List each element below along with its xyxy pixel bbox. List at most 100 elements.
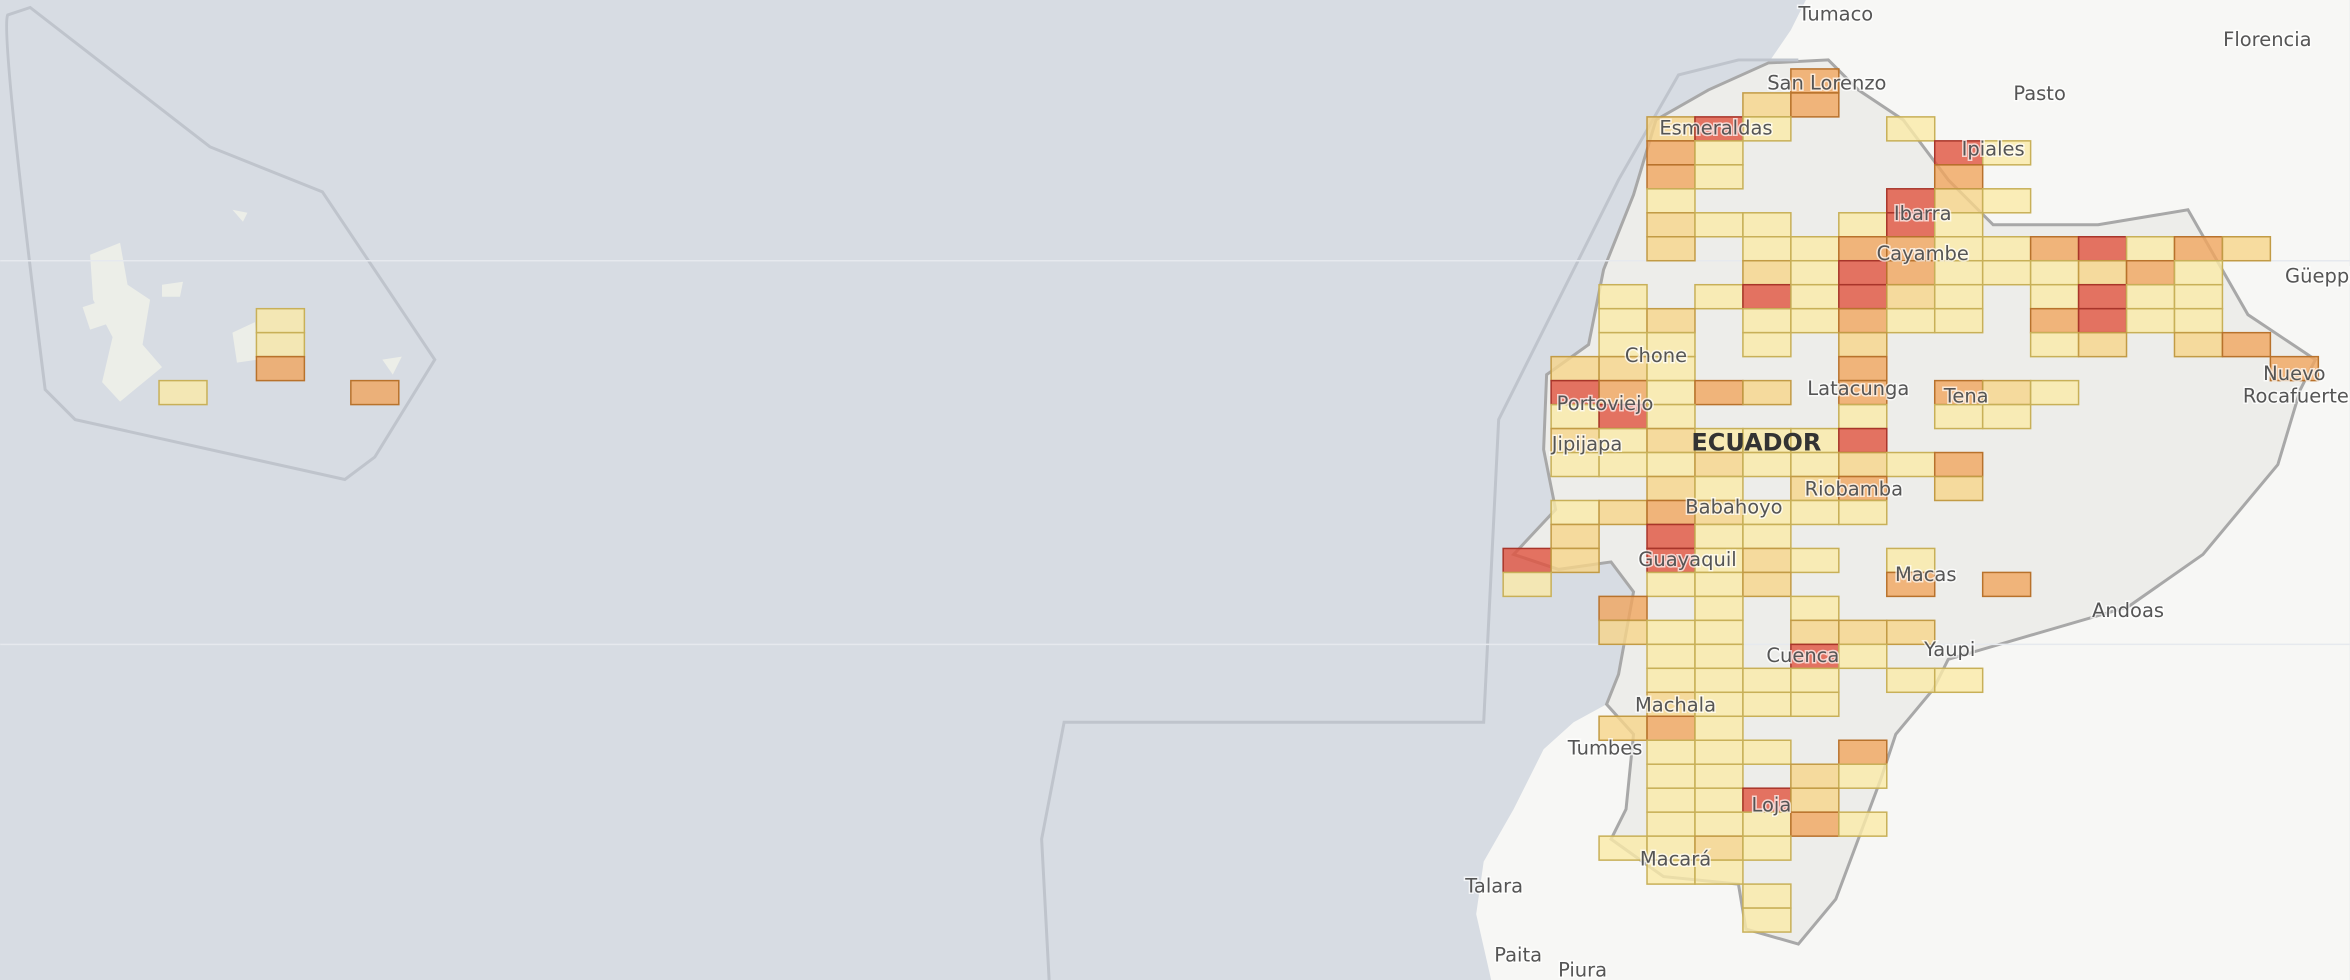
galapagos <box>82 209 402 402</box>
grid-cell <box>255 331 306 358</box>
grid-cell <box>2173 236 2224 262</box>
grid-cell <box>1742 547 1792 574</box>
grid-cell <box>1838 499 1888 526</box>
grid-cell <box>1981 188 2032 214</box>
place-label: Güeppi <box>2285 265 2350 288</box>
place-label: Tena <box>1943 385 1989 408</box>
grid-cell <box>1646 212 1696 238</box>
grid-cell <box>1886 619 1936 646</box>
place-label: San Lorenzo <box>1767 71 1886 94</box>
grid-cell <box>1550 499 1600 526</box>
place-label: Macas <box>1895 563 1957 586</box>
place-label: Rocafuerte <box>2243 385 2349 408</box>
labels: Tumaco Florencia Pasto San Lorenzo Esmeralda… <box>1463 1 2350 980</box>
place-label: Yaupi <box>1923 638 1975 661</box>
grid-cell <box>1790 691 1840 718</box>
grid-cell <box>1838 451 1888 478</box>
grid-cell <box>1790 763 1840 789</box>
grid-cell <box>1742 379 1792 406</box>
grid-cell <box>1790 787 1840 813</box>
place-label: Pasto <box>2013 82 2065 105</box>
eez-boundary <box>1040 58 1799 980</box>
grid-cell <box>1646 667 1696 694</box>
grid-cell <box>1646 236 1696 262</box>
grid-cell <box>1790 283 1840 310</box>
grid-cell <box>1790 236 1840 262</box>
grid-cell <box>1742 691 1792 718</box>
grid-cell <box>2221 331 2272 358</box>
grid-cell <box>1646 763 1696 789</box>
place-label: Nuevo <box>2263 362 2325 385</box>
grid-cell <box>1981 379 2032 406</box>
grid-cell <box>2077 259 2128 286</box>
eez-boundary <box>5 5 437 482</box>
grid-cell <box>1742 212 1792 238</box>
grid-cell <box>2029 379 2080 406</box>
grid-cell <box>1646 523 1696 550</box>
grid-cell <box>1646 739 1696 765</box>
grid-cell <box>1550 523 1600 550</box>
grid-cell <box>1694 787 1744 813</box>
grid-cell <box>1694 571 1744 598</box>
grid-cell <box>1933 667 1984 694</box>
grid-cell <box>1742 236 1792 262</box>
grid-cell <box>1502 547 1552 574</box>
grid-cell <box>1742 259 1792 286</box>
grid-cell <box>1790 595 1840 622</box>
grid-cell <box>1694 667 1744 694</box>
grid-cell <box>2125 307 2176 334</box>
grid-cell <box>1886 283 1936 310</box>
grid-cell <box>1838 427 1888 454</box>
grid-cell <box>1838 811 1888 837</box>
grid-cell <box>1981 259 2032 286</box>
grid-cell <box>1646 715 1696 741</box>
grid-cell <box>2125 283 2176 310</box>
grid-cell <box>1646 571 1696 598</box>
place-label: Florencia <box>2223 28 2311 51</box>
grid-cell <box>1646 307 1696 334</box>
grid-cell <box>1790 811 1840 837</box>
grid-cell <box>1886 307 1936 334</box>
grid-cell <box>1550 355 1600 382</box>
grid-cell <box>2077 283 2128 310</box>
grid-cell <box>255 307 306 334</box>
place-label: Ipiales <box>1962 137 2025 160</box>
grid-cell <box>1646 619 1696 646</box>
grid-cell <box>1742 283 1792 310</box>
grid-cell <box>1790 92 1840 118</box>
grid-cell <box>1694 379 1744 406</box>
grid-cell <box>2173 331 2224 358</box>
place-label: Guayaquil <box>1638 548 1736 571</box>
grid-cell <box>1646 140 1696 166</box>
grid-cell <box>2029 259 2080 286</box>
grid-cell <box>1694 643 1744 670</box>
grid-cell <box>1694 763 1744 789</box>
grid-cell <box>1694 212 1744 238</box>
place-label: Piura <box>1558 959 1607 980</box>
grid-cell <box>1550 547 1600 574</box>
grid-cell <box>1742 523 1792 550</box>
grid-cell <box>1933 283 1984 310</box>
grid-cell <box>1646 643 1696 670</box>
grid-cell <box>1886 451 1936 478</box>
grid-cell <box>1933 451 1984 478</box>
grid-cell <box>2125 236 2176 262</box>
country-label: ECUADOR <box>1691 429 1821 457</box>
grid-cell <box>1838 643 1888 670</box>
place-label: Riobamba <box>1805 478 1903 501</box>
grid-cell <box>1742 331 1792 358</box>
place-label: Jipijapa <box>1551 433 1623 456</box>
grid-cell <box>1790 499 1840 526</box>
grid-cell <box>1694 523 1744 550</box>
grid-cell <box>1933 164 1984 190</box>
grid-cells <box>158 68 2320 933</box>
grid-cell <box>1933 403 1984 430</box>
grid-cell <box>1933 475 1984 502</box>
grid-cell <box>1502 571 1552 598</box>
grid-cell <box>2125 259 2176 286</box>
grid-cell <box>2029 307 2080 334</box>
grid-cell <box>2077 331 2128 358</box>
grid-cell <box>1838 283 1888 310</box>
grid-cell <box>1598 283 1648 310</box>
